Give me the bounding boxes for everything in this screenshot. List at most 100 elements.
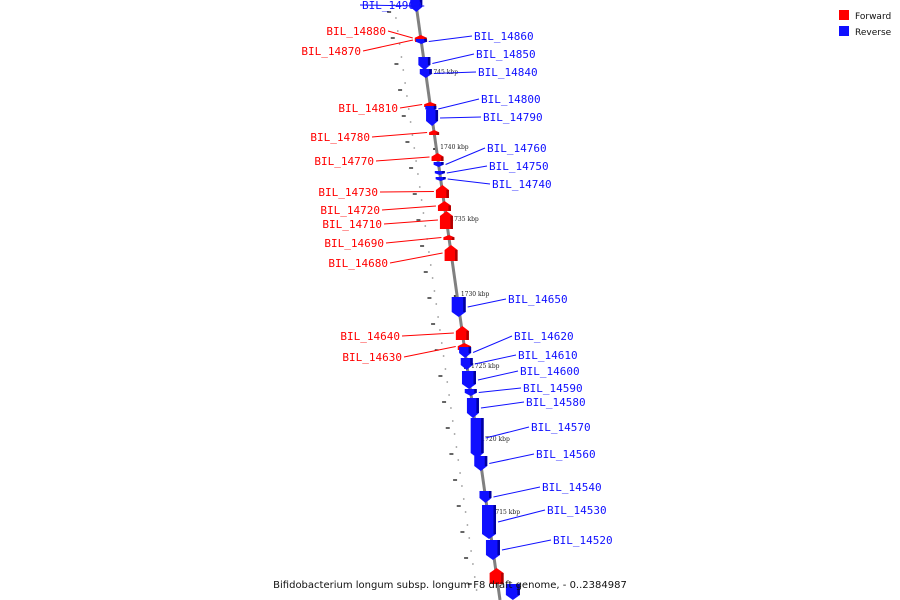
gene-label: BIL_14640 [340,330,400,343]
label-leader-line [359,4,425,7]
tick-dot [409,121,412,123]
reverse-gene-glyph [419,69,432,78]
tick-dot [464,511,467,513]
gene-label: BIL_14680 [328,257,388,270]
kbp-label: 1725 kbp [471,363,500,370]
label-leader-line [383,219,438,225]
reverse-gene-glyph [460,358,473,370]
forward-gene-glyph [489,568,504,584]
forward-gene-glyph [429,130,440,135]
tick-dot [462,498,465,500]
reverse-gene-glyph [426,110,439,126]
reverse-gene-glyph [459,347,472,358]
forward-gene-glyph [437,201,451,211]
tick-dot [396,30,399,32]
tick-dot [407,108,410,110]
tick-dot [404,82,407,84]
label-leader-line [433,71,477,74]
gene-label: BIL_14610 [518,349,578,362]
label-leader-line [474,354,517,365]
kbp-label: 1715 kbp [492,509,521,516]
gene-label: BIL_14580 [526,396,586,409]
genome-title: Bifidobacterium longum subsp. longum F8 … [273,580,627,591]
label-leader-line [501,539,552,551]
gene-label: BIL_14720 [320,204,380,217]
tick-dot [395,17,397,19]
label-leader-line [497,509,546,523]
gene-label: BIL_14870 [301,45,361,58]
reverse-gene-glyph [435,177,446,181]
reverse-gene-glyph [482,505,497,539]
gene-label: BIL_14780 [310,131,370,144]
gene-label: BIL_14690 [324,237,384,250]
label-leader-line [379,191,434,193]
gene-label: BIL_14710 [322,218,382,231]
gene-label: BIL_14540 [542,481,602,494]
tick-dot [415,160,418,162]
tick-dot [457,459,460,461]
tick-dot [442,355,445,357]
label-leader-line [401,332,454,337]
tick-dot [455,446,458,448]
label-leader-line [438,98,480,110]
legend: Forward Reverse [839,10,892,38]
tick-dot [440,342,443,344]
label-leader-line [375,156,430,162]
label-leader-line [447,178,491,185]
tick-dot [451,420,454,422]
label-leader-line [477,370,519,381]
tick-dot [461,485,463,487]
forward-gene-glyph [455,326,469,340]
forward-gene-glyph [431,153,444,161]
gene-label: BIL_14520 [553,534,613,547]
tick-dot [459,472,461,474]
label-leader-line [432,53,475,64]
label-leader-line [385,237,442,244]
gene-labels: BIL_14880 BIL_14870 BIL_14810 BIL_14780 BIL_… [301,0,613,551]
reverse-gene-glyph [451,297,466,317]
reverse-gene-glyph [479,491,492,503]
gene-label: BIL_14770 [314,155,374,168]
label-leader-line [480,401,525,409]
gene-label: BIL_14750 [489,160,549,173]
kbp-label: 1730 kbp [461,291,490,298]
tick-dot [448,394,450,396]
gene-label: BIL_14810 [338,102,398,115]
tick-dot [468,537,471,539]
tick-dot [472,563,474,565]
kbp-label: 1740 kbp [440,144,469,151]
tick-dot [446,381,449,383]
label-leader-line [485,426,530,439]
gene-label: BIL_14800 [481,93,541,106]
tick-dot [406,95,408,97]
tick-dot [433,290,436,292]
label-leader-line [467,298,507,308]
kbp-label: 1720 kbp [481,436,510,443]
label-leader-line [389,252,443,264]
tick-dot [435,303,438,305]
tick-dot [470,550,472,552]
reverse-gene-glyph [433,162,444,167]
tick-dot [429,264,432,266]
reverse-gene-glyph [505,584,520,600]
tick-dot [418,186,421,188]
tick-dot [417,173,419,175]
gene-label: BIL_14630 [342,351,402,364]
kbp-label: 1735 kbp [450,216,479,223]
legend-swatch [839,26,849,36]
gene-label: BIL_14530 [547,504,607,517]
label-leader-line [387,30,413,39]
legend-label: Reverse [855,28,892,38]
reverse-gene-glyph [470,418,484,458]
forward-gene-glyph [444,245,458,261]
tick-dot [450,407,452,409]
legend-swatch [839,10,849,20]
gene-label: BIL_14600 [520,365,580,378]
gene-label: BIL_14880 [326,25,386,38]
tick-dot [473,576,476,578]
reverse-gene-glyph [434,171,445,175]
tick-dot [411,134,414,136]
reverse-gene-glyph [466,398,479,418]
label-leader-line [399,104,423,109]
gene-label: BIL_14860 [474,30,534,43]
